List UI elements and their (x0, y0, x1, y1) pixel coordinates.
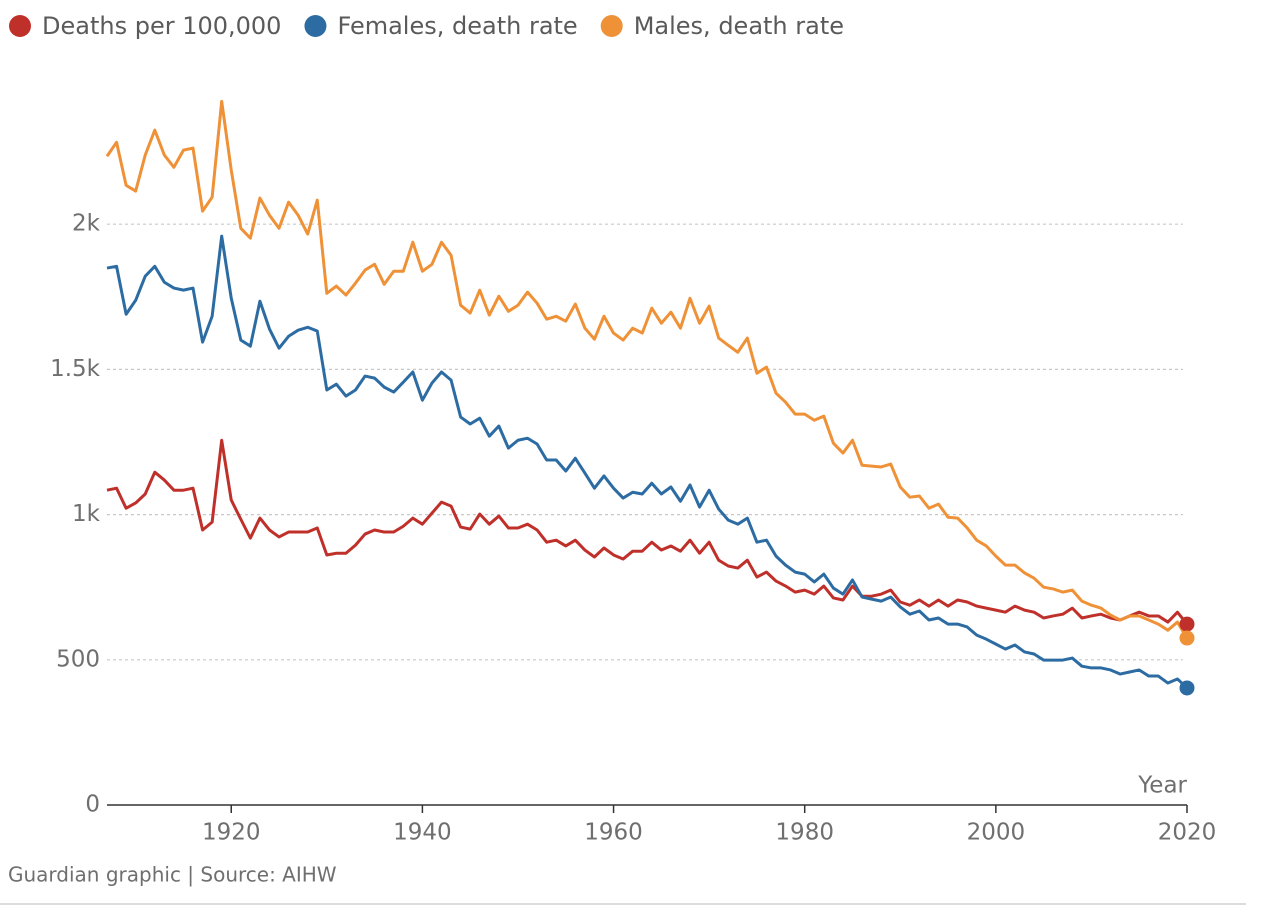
x-tick-label: 1960 (584, 820, 643, 846)
end-dot (1179, 616, 1195, 632)
legend-marker (9, 15, 31, 37)
legend-label: Deaths per 100,000 (42, 12, 281, 40)
y-tick-label: 1.5k (50, 356, 101, 382)
y-tick-label: 500 (56, 646, 100, 672)
x-tick-label: 1980 (775, 820, 834, 846)
legend-marker (600, 15, 623, 37)
x-tick-label: 2020 (1158, 820, 1217, 846)
x-tick-label: 1940 (393, 820, 452, 846)
series-line (106, 234, 1189, 690)
y-tick-label: 1k (72, 501, 101, 527)
legend-label: Males, death rate (634, 12, 844, 40)
series-line (105, 99, 1189, 639)
legend-label: Females, death rate (337, 12, 577, 40)
series-line (106, 438, 1189, 626)
x-tick-label: 2000 (967, 820, 1026, 846)
legend-marker (304, 15, 327, 37)
y-tick-label: 0 (85, 792, 100, 818)
source: Guardian graphic | Source: AIHW (8, 863, 337, 887)
x-axis-label: Year (1137, 773, 1187, 799)
end-dot (1179, 630, 1195, 646)
x-tick-label: 1920 (202, 820, 261, 846)
end-dot (1179, 680, 1195, 696)
y-tick-label: 2k (72, 211, 101, 237)
